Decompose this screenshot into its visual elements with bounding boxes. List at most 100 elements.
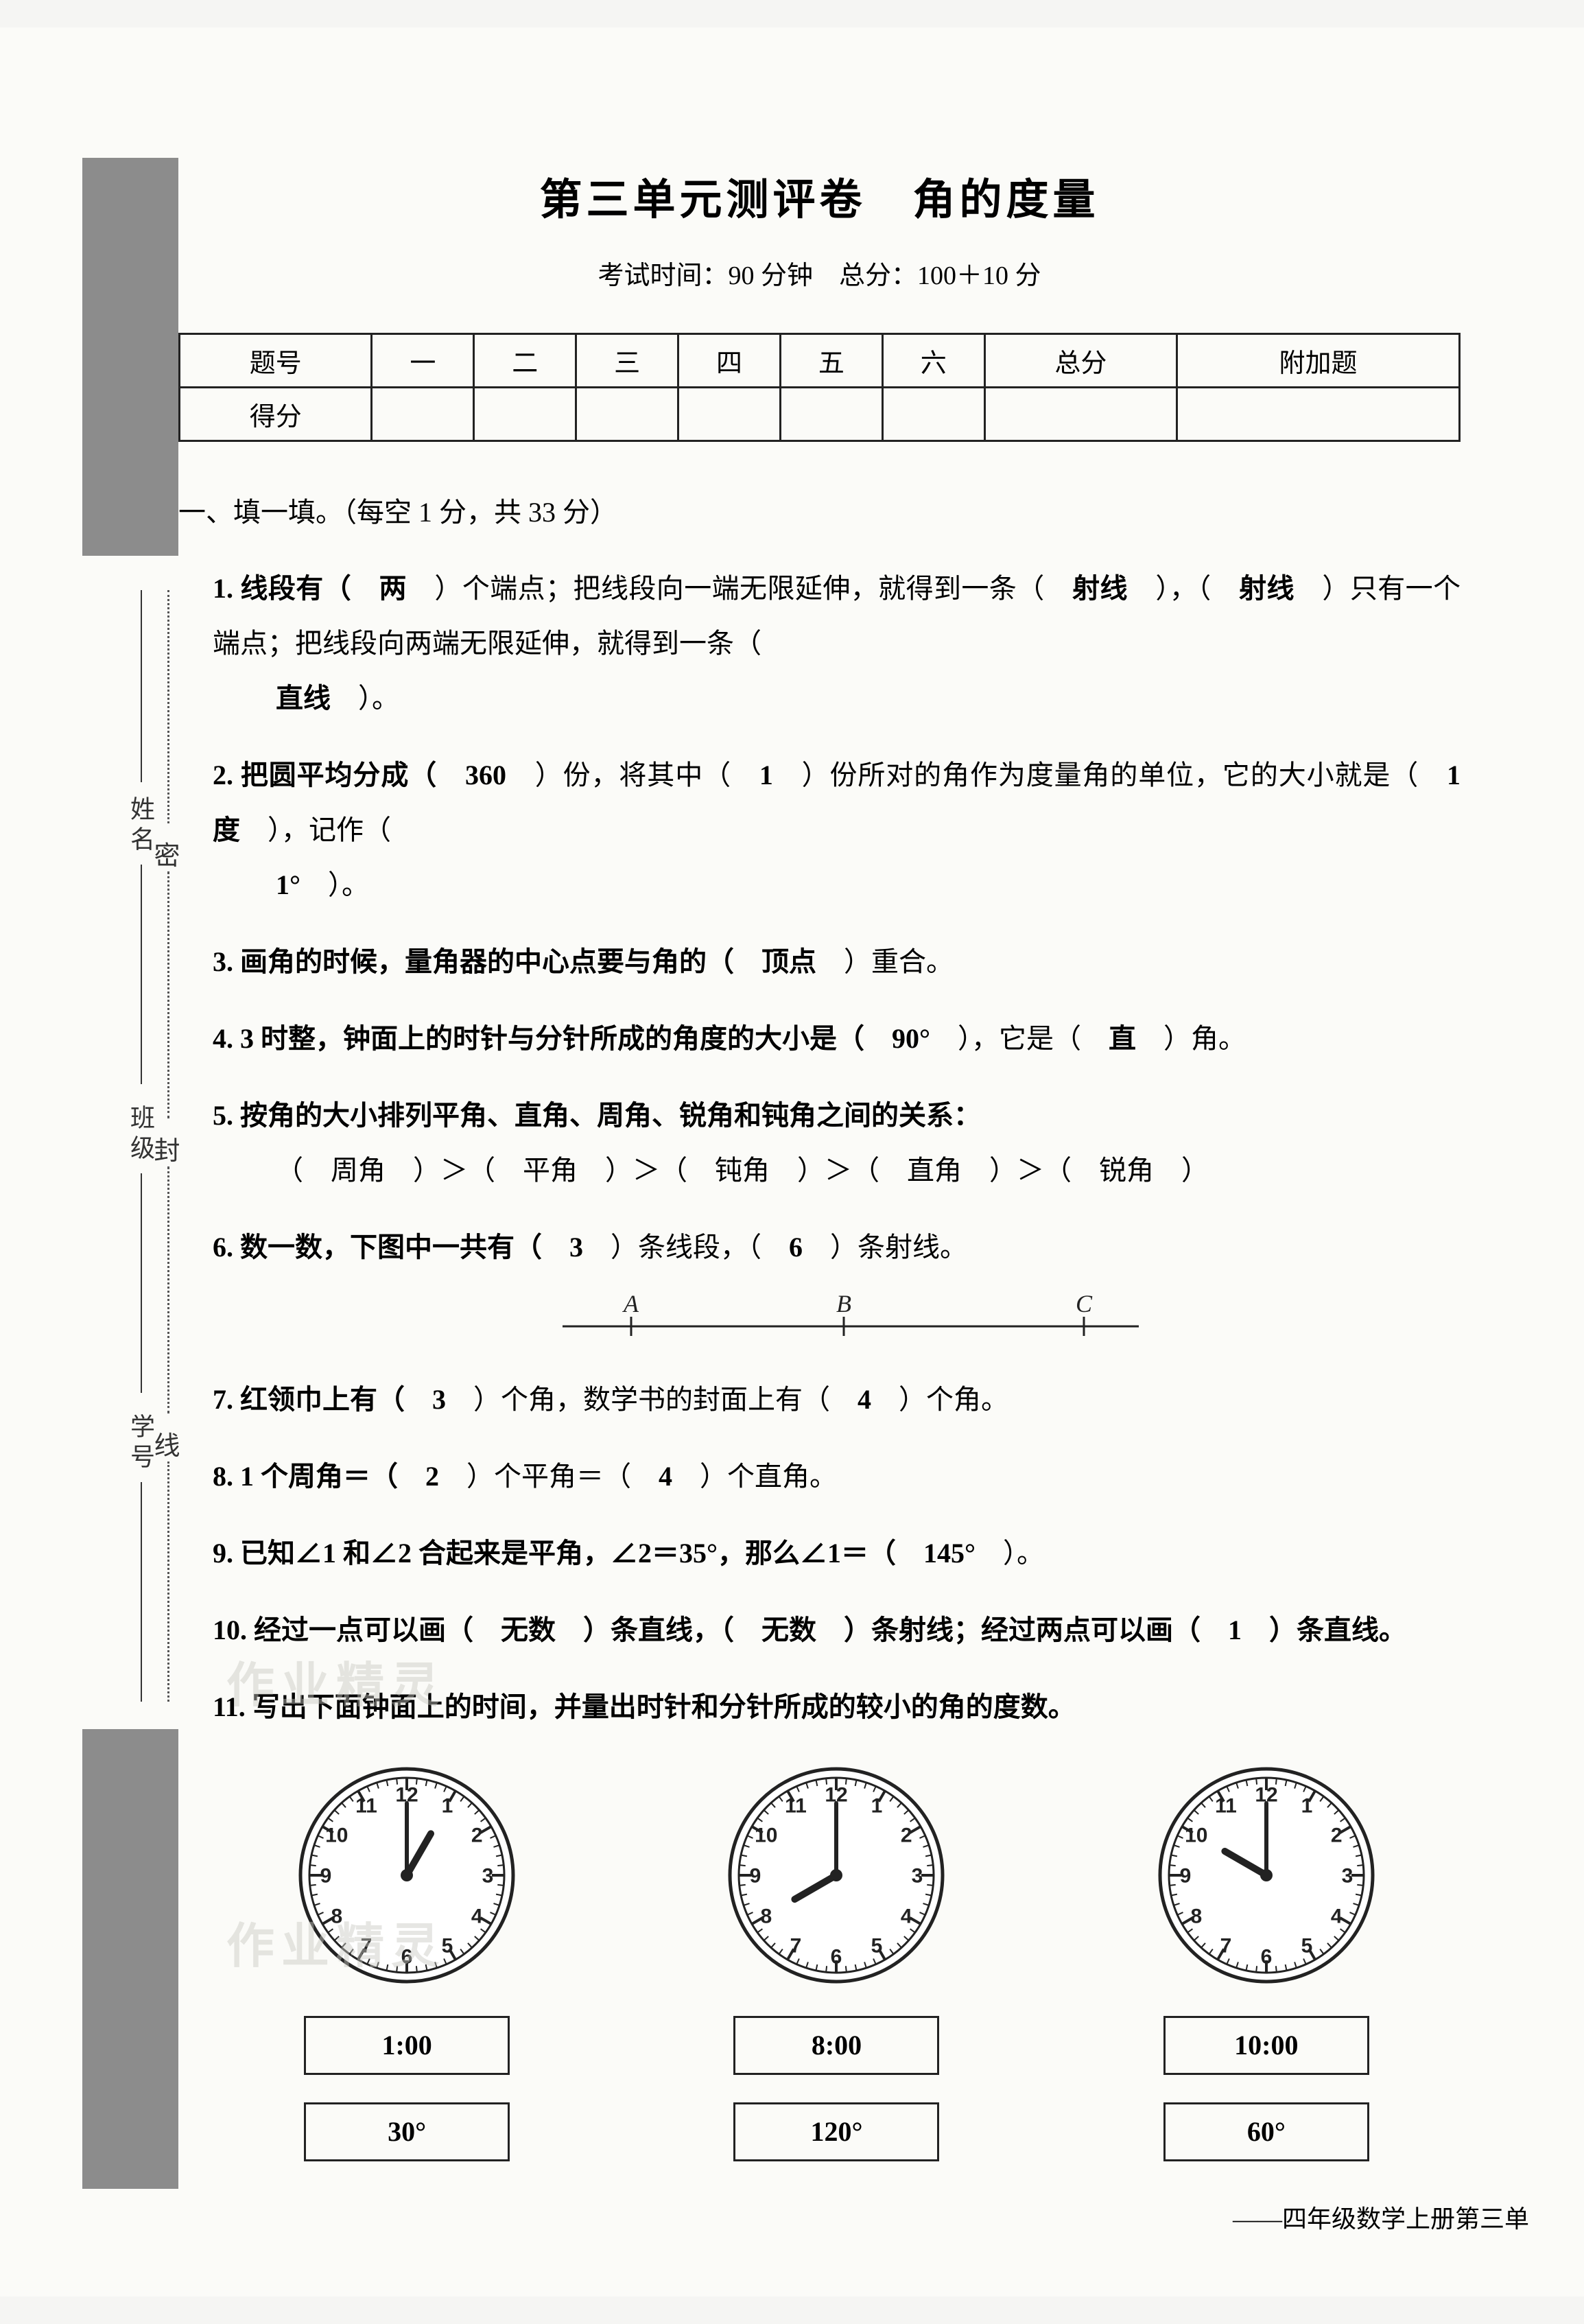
- q1-text: ）个端点；把线段向一端无限延伸，就得到一条（: [407, 573, 1072, 604]
- q2-text: 2. 把圆平均分成（: [213, 760, 465, 790]
- q6-ans2: 6: [789, 1232, 803, 1263]
- q7-text: 7. 红领巾上有（: [213, 1384, 432, 1415]
- watermark: 作业精灵: [226, 1647, 446, 1716]
- svg-text:8: 8: [1190, 1905, 1202, 1928]
- score-cell: [372, 388, 474, 441]
- q2-text: ）份，将其中（: [506, 760, 759, 790]
- svg-text:7: 7: [790, 1935, 802, 1958]
- q7-ans1: 3: [432, 1384, 446, 1415]
- svg-text:4: 4: [471, 1905, 483, 1928]
- q3-ans1: 顶点: [761, 946, 816, 977]
- svg-text:B: B: [836, 1290, 851, 1317]
- side-char-mi: 密: [154, 830, 180, 876]
- svg-text:6: 6: [831, 1946, 842, 1969]
- q10-ans3: 1: [1228, 1615, 1242, 1645]
- q5: 5. 按角的大小排列平角、直角、周角、锐角和钝角之间的关系： （ 周角 ）＞（ …: [213, 1088, 1461, 1198]
- q4-ans2: 直: [1109, 1023, 1136, 1054]
- q8-ans1: 2: [425, 1461, 439, 1492]
- q1-ans2: 射线: [1072, 573, 1128, 604]
- svg-text:4: 4: [901, 1905, 912, 1928]
- q3: 3. 画角的时候，量角器的中心点要与角的（ 顶点 ）重合。: [213, 935, 1461, 989]
- page-footer: ——四年级数学上册第三单: [1233, 2199, 1529, 2235]
- section1-header: 一、填一填。（每空 1 分，共 33 分）: [178, 490, 1461, 530]
- svg-text:9: 9: [750, 1865, 761, 1888]
- side-dotline: [167, 871, 169, 1118]
- q1-ans1: 两: [379, 573, 407, 604]
- q9: 9. 已知∠1 和∠2 合起来是平角，∠2＝35°，那么∠1＝（ 145° ）。: [213, 1526, 1461, 1581]
- svg-text:4: 4: [1331, 1905, 1343, 1928]
- score-col: 二: [474, 334, 576, 388]
- clock-time-box: 10:00: [1163, 2016, 1369, 2075]
- q2: 2. 把圆平均分成（ 360 ）份，将其中（ 1 ）份所对的角作为度量角的单位，…: [213, 748, 1461, 913]
- svg-text:7: 7: [1220, 1935, 1231, 1958]
- side-dotline: [167, 1166, 169, 1413]
- svg-text:3: 3: [912, 1865, 923, 1888]
- score-table: 题号一二三四五六总分附加题 得分: [178, 333, 1461, 442]
- side-line: [141, 1482, 142, 1702]
- q2-ans4: 1°: [276, 869, 300, 900]
- score-col: 五: [780, 334, 882, 388]
- q10-text: 10. 经过一点可以画（: [213, 1615, 501, 1645]
- clock-angle-box: 30°: [304, 2102, 510, 2161]
- score-col: 一: [372, 334, 474, 388]
- score-col: 题号: [180, 334, 372, 388]
- svg-text:8: 8: [761, 1905, 772, 1928]
- q8-text: 8. 1 个周角＝（: [213, 1461, 425, 1492]
- q8: 8. 1 个周角＝（ 2 ）个平角＝（ 4 ）个直角。: [213, 1449, 1461, 1504]
- q1-text: 1. 线段有（: [213, 573, 379, 604]
- q6-text: ）条射线。: [803, 1232, 967, 1263]
- watermark: 作业精灵: [226, 1908, 446, 1977]
- score-cell: 得分: [180, 388, 372, 441]
- side-dotline: [167, 590, 169, 823]
- clock-face: 123456789101112: [723, 1762, 949, 1988]
- binding-sidebar: 姓名 班级 学号 密 封 线: [103, 590, 178, 1702]
- score-col: 总分: [984, 334, 1177, 388]
- score-col: 四: [678, 334, 781, 388]
- clock-angle-box: 120°: [733, 2102, 939, 2161]
- svg-text:5: 5: [1301, 1935, 1312, 1958]
- q1-text: ），（: [1128, 573, 1239, 604]
- q7-ans2: 4: [858, 1384, 871, 1415]
- svg-text:A: A: [622, 1290, 639, 1317]
- score-col: 六: [882, 334, 984, 388]
- side-line: [141, 1173, 142, 1393]
- svg-text:11: 11: [355, 1794, 377, 1817]
- q6-ans1: 3: [569, 1232, 583, 1263]
- q6: 6. 数一数，下图中一共有（ 3 ）条线段，（ 6 ）条射线。 ABC: [213, 1220, 1461, 1350]
- q8-text: ）个直角。: [672, 1461, 837, 1492]
- q2-text: ）。: [300, 869, 369, 900]
- score-cell: [576, 388, 678, 441]
- q8-text: ）个平角＝（: [439, 1461, 659, 1492]
- q4-ans1: 90°: [892, 1023, 930, 1054]
- side-line: [141, 865, 142, 1084]
- q2-ans2: 1: [759, 760, 773, 790]
- page: 姓名 班级 学号 密 封 线 第三单元测评卷 角的度量 考试时间：90 分钟 总…: [0, 27, 1584, 2297]
- score-cell: [474, 388, 576, 441]
- score-header-row: 题号一二三四五六总分附加题: [180, 334, 1460, 388]
- svg-text:2: 2: [901, 1824, 912, 1847]
- page-title: 第三单元测评卷 角的度量: [178, 165, 1461, 226]
- q6-text: ）条线段，（: [583, 1232, 789, 1263]
- side-label-id: 学号: [123, 1407, 158, 1481]
- score-cell: [882, 388, 984, 441]
- q10-ans1: 无数: [501, 1615, 556, 1645]
- score-cell: [984, 388, 1177, 441]
- svg-text:9: 9: [320, 1865, 332, 1888]
- svg-text:10: 10: [325, 1824, 348, 1847]
- svg-text:11: 11: [785, 1794, 807, 1817]
- svg-text:2: 2: [471, 1824, 483, 1847]
- q5-relation: （ 周角 ）＞（ 平角 ）＞（ 钝角 ）＞（ 直角 ）＞（ 锐角 ）: [213, 1143, 1461, 1198]
- q1-ans3: 射线: [1239, 573, 1295, 604]
- q4-text: ），它是（: [930, 1023, 1109, 1054]
- score-col: 附加题: [1177, 334, 1460, 388]
- q7-text: ）个角。: [871, 1384, 1008, 1415]
- clock-angle-box: 60°: [1163, 2102, 1369, 2161]
- svg-text:6: 6: [1260, 1946, 1272, 1969]
- q10-text: ）条射线；经过两点可以画（: [816, 1615, 1228, 1645]
- q4-text: ）角。: [1136, 1023, 1246, 1054]
- side-label-name: 姓名: [123, 789, 158, 863]
- q9-text: ）。: [976, 1538, 1044, 1569]
- q9-text: 9. 已知∠1 和∠2 合起来是平角，∠2＝35°，那么∠1＝（: [213, 1538, 923, 1569]
- clock-face: 123456789101112: [1153, 1762, 1380, 1988]
- q2-text: ）份所对的角作为度量角的单位，它的大小就是（: [773, 760, 1447, 790]
